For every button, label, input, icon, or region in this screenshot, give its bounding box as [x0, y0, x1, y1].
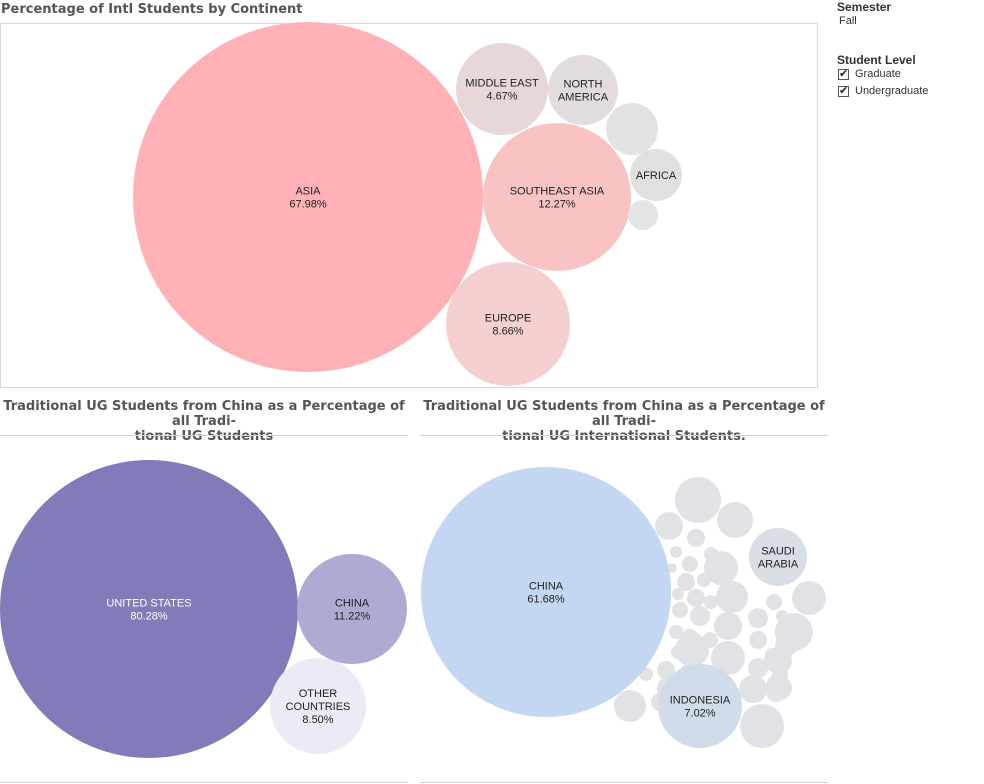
- asia-value-label: 67.98%: [289, 199, 327, 211]
- bubble-unlabeled[interactable]: [672, 588, 684, 600]
- bubble-unlabeled[interactable]: [749, 631, 767, 649]
- bubble-asia[interactable]: [133, 22, 483, 372]
- indonesia-label: INDONESIA: [670, 695, 731, 707]
- bubble-unlabeled[interactable]: [766, 648, 792, 674]
- bubble-middle-east[interactable]: [456, 43, 548, 135]
- saudi-arabia-label: ARABIA: [758, 559, 799, 571]
- checkmark-icon: ✔: [839, 67, 849, 80]
- semester-filter-title: Semester: [837, 0, 892, 14]
- bubble-africa[interactable]: [630, 149, 682, 201]
- undergraduate-label: Undergraduate: [855, 85, 929, 97]
- bubble-southeast-asia[interactable]: [483, 123, 631, 271]
- saudi-arabia-label: SAUDI: [761, 546, 795, 558]
- asia-label: ASIA: [295, 186, 321, 198]
- bubble-unlabeled[interactable]: [675, 633, 709, 667]
- bubble-unlabeled[interactable]: [704, 551, 738, 585]
- chart1-frame: [0, 23, 818, 388]
- graduate-checkbox-row[interactable]: ✔ Graduate: [838, 68, 901, 80]
- chart2-divider-bottom: [0, 782, 408, 783]
- europe-label: EUROPE: [485, 313, 531, 325]
- bubble-unlabeled[interactable]: [711, 641, 745, 675]
- middle-east-value-label: 4.67%: [486, 91, 517, 103]
- bubble-unlabeled[interactable]: [743, 679, 765, 701]
- bubble-unlabeled[interactable]: [748, 608, 768, 628]
- chart3-divider-bottom: [420, 782, 828, 783]
- north-america-label: NORTH: [564, 79, 603, 91]
- bubble-unlabeled[interactable]: [670, 546, 682, 558]
- southeast-asia-value-label: 12.27%: [538, 199, 576, 211]
- bubble-united-states[interactable]: [0, 460, 298, 758]
- bubble-unlabeled[interactable]: [792, 581, 826, 615]
- bubble-unlabeled[interactable]: [748, 658, 768, 678]
- bubble-indonesia[interactable]: [658, 664, 742, 748]
- other-countries-label: COUNTRIES: [286, 701, 351, 713]
- undergraduate-checkbox[interactable]: ✔: [838, 84, 849, 97]
- china-label: CHINA: [529, 581, 564, 593]
- bubble-saudi-arabia[interactable]: [749, 528, 807, 586]
- other-countries-label: OTHER: [299, 688, 338, 700]
- bubble-unlabeled[interactable]: [717, 502, 753, 538]
- bubble-other-countries[interactable]: [270, 658, 366, 754]
- chart2-title: Traditional UG Students from China as a …: [3, 399, 405, 444]
- bubble-europe[interactable]: [446, 262, 570, 386]
- middle-east-label: MIDDLE EAST: [465, 78, 539, 90]
- chart3-divider-top: [420, 435, 828, 436]
- united-states-value-label: 80.28%: [130, 611, 168, 623]
- china-value-label: 61.68%: [527, 594, 565, 606]
- bubble-unlabeled[interactable]: [687, 529, 705, 547]
- china-value-label: 11.22%: [334, 611, 371, 623]
- bubble-unlabeled[interactable]: [667, 563, 677, 573]
- student-level-filter-title: Student Level: [837, 53, 916, 67]
- chart3-title: Traditional UG Students from China as a …: [423, 399, 825, 444]
- africa-label: AFRICA: [636, 170, 677, 182]
- bubble-unlabeled[interactable]: [716, 581, 748, 613]
- undergraduate-checkbox-row[interactable]: ✔ Undergraduate: [838, 85, 928, 97]
- bubble-unlabeled[interactable]: [675, 477, 721, 523]
- bubble-unlabeled[interactable]: [614, 690, 646, 722]
- bubble-unlabeled[interactable]: [768, 676, 792, 700]
- bubble-unlabeled[interactable]: [628, 200, 658, 230]
- chart2-divider-top: [0, 435, 408, 436]
- bubble-unlabeled[interactable]: [672, 602, 688, 618]
- bubble-unlabeled[interactable]: [697, 573, 711, 587]
- bubble-unlabeled[interactable]: [766, 594, 782, 610]
- united-states-label: UNITED STATES: [106, 598, 191, 610]
- graduate-label: Graduate: [855, 68, 901, 80]
- bubble-unlabeled[interactable]: [704, 595, 718, 609]
- semester-filter-value[interactable]: Fall: [839, 15, 857, 27]
- bubble-unlabeled[interactable]: [690, 606, 710, 626]
- bubble-unlabeled[interactable]: [669, 625, 683, 639]
- checkmark-icon: ✔: [839, 84, 849, 97]
- china-label: CHINA: [335, 598, 370, 610]
- bubble-unlabeled[interactable]: [714, 612, 742, 640]
- bubble-north-america[interactable]: [548, 55, 618, 125]
- chart1-title: Percentage of Intl Students by Continent: [1, 2, 303, 17]
- indonesia-value-label: 7.02%: [684, 708, 715, 720]
- bubble-unlabeled[interactable]: [687, 589, 705, 607]
- bubble-unlabeled[interactable]: [606, 103, 658, 155]
- europe-value-label: 8.66%: [492, 326, 523, 338]
- bubble-unlabeled[interactable]: [657, 661, 675, 679]
- bubble-unlabeled[interactable]: [740, 704, 784, 748]
- graduate-checkbox[interactable]: ✔: [838, 67, 849, 80]
- bubble-china[interactable]: [421, 467, 671, 717]
- bubble-unlabeled[interactable]: [655, 512, 683, 540]
- bubble-unlabeled[interactable]: [775, 613, 813, 651]
- other-countries-value-label: 8.50%: [302, 714, 333, 726]
- southeast-asia-label: SOUTHEAST ASIA: [510, 186, 605, 198]
- bubble-unlabeled[interactable]: [682, 556, 698, 572]
- north-america-label: AMERICA: [558, 92, 609, 104]
- bubble-unlabeled[interactable]: [677, 573, 695, 591]
- bubble-china[interactable]: [297, 554, 407, 664]
